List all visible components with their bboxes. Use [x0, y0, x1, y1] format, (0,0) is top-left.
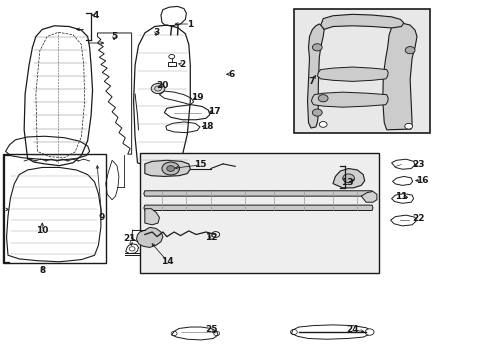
Circle shape — [405, 46, 415, 54]
Text: 18: 18 — [200, 122, 213, 131]
Text: 16: 16 — [416, 176, 428, 185]
Circle shape — [212, 231, 220, 237]
Text: 20: 20 — [157, 81, 169, 90]
Text: 2: 2 — [179, 60, 186, 69]
Polygon shape — [312, 92, 388, 107]
Text: 10: 10 — [36, 226, 49, 235]
Bar — [140, 153, 379, 273]
Polygon shape — [144, 191, 373, 196]
Polygon shape — [321, 14, 404, 30]
Circle shape — [319, 122, 327, 127]
Circle shape — [162, 162, 179, 175]
Circle shape — [313, 109, 322, 116]
Bar — [294, 9, 430, 134]
Circle shape — [318, 95, 328, 102]
Text: 13: 13 — [342, 178, 354, 187]
Text: 25: 25 — [205, 325, 218, 334]
Text: 19: 19 — [191, 93, 203, 102]
Circle shape — [405, 123, 413, 129]
Circle shape — [167, 166, 174, 171]
Text: 21: 21 — [123, 234, 136, 243]
Polygon shape — [144, 205, 373, 211]
Text: 15: 15 — [194, 161, 206, 170]
Bar — [3, 154, 106, 263]
Text: 11: 11 — [395, 192, 408, 201]
Text: 12: 12 — [205, 233, 218, 242]
Polygon shape — [308, 24, 324, 128]
Text: 17: 17 — [208, 107, 221, 116]
Polygon shape — [333, 168, 365, 188]
Text: 5: 5 — [111, 32, 117, 41]
Text: 4: 4 — [93, 10, 99, 19]
Circle shape — [365, 329, 374, 335]
Text: 8: 8 — [39, 266, 46, 275]
Text: 24: 24 — [346, 325, 359, 334]
Polygon shape — [137, 227, 163, 247]
Polygon shape — [361, 192, 377, 202]
Bar — [168, 62, 175, 66]
Text: 23: 23 — [412, 160, 425, 169]
Polygon shape — [145, 209, 159, 225]
Circle shape — [313, 44, 322, 51]
Text: 22: 22 — [412, 214, 425, 223]
Text: 14: 14 — [162, 257, 174, 266]
Text: 9: 9 — [98, 213, 105, 222]
Text: 7: 7 — [309, 77, 315, 86]
Text: 3: 3 — [153, 28, 159, 37]
Polygon shape — [145, 160, 190, 176]
Polygon shape — [383, 23, 417, 130]
Circle shape — [343, 174, 354, 183]
Polygon shape — [318, 67, 388, 81]
Circle shape — [151, 84, 165, 94]
Text: 6: 6 — [228, 70, 234, 79]
Text: 1: 1 — [187, 19, 194, 28]
